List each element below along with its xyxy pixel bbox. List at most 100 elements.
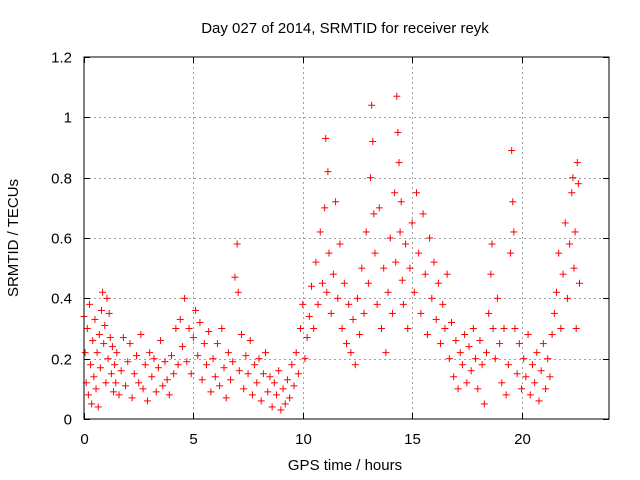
data-point	[242, 352, 250, 360]
data-point	[321, 204, 329, 212]
data-point	[146, 349, 154, 357]
data-point	[443, 270, 451, 278]
data-point	[566, 240, 574, 248]
x-tick-label: 0	[80, 431, 88, 448]
data-point	[143, 397, 151, 405]
data-point	[373, 300, 381, 308]
data-point	[119, 334, 127, 342]
data-point	[533, 349, 541, 357]
data-point	[85, 300, 93, 308]
data-point	[491, 355, 499, 363]
data-point	[487, 270, 495, 278]
data-point	[570, 264, 578, 272]
data-point	[508, 147, 516, 155]
data-point	[316, 228, 324, 236]
x-axis-label: GPS time / hours	[288, 457, 402, 474]
data-point	[526, 391, 534, 399]
data-point	[474, 385, 482, 393]
data-point	[110, 388, 118, 396]
data-point	[426, 234, 434, 242]
chart-title: Day 027 of 2014, SRMTID for receiver rey…	[201, 20, 489, 37]
data-point	[349, 315, 357, 323]
data-point	[575, 279, 583, 287]
data-point	[504, 361, 512, 369]
data-point	[437, 340, 445, 348]
data-point	[112, 379, 120, 387]
data-point	[194, 352, 202, 360]
data-point	[283, 376, 291, 384]
data-point	[392, 258, 400, 266]
data-point	[222, 394, 230, 402]
data-point	[87, 361, 95, 369]
data-point	[410, 288, 418, 296]
data-point	[493, 294, 501, 302]
data-point	[343, 340, 350, 348]
data-point	[371, 249, 379, 257]
data-point	[279, 385, 287, 393]
data-point	[312, 258, 320, 266]
data-point	[351, 361, 359, 369]
data-point	[170, 370, 178, 378]
data-point	[340, 279, 348, 287]
data-point	[563, 294, 571, 302]
data-point	[174, 361, 182, 369]
data-point	[189, 334, 197, 342]
data-point	[463, 379, 471, 387]
data-point	[445, 355, 453, 363]
data-point	[95, 331, 103, 339]
y-tick-label: 1.2	[51, 50, 72, 67]
data-point	[159, 382, 167, 390]
data-point	[176, 315, 184, 323]
data-point	[90, 373, 98, 381]
data-point	[456, 349, 464, 357]
data-point	[574, 180, 582, 188]
data-point	[301, 355, 309, 363]
data-point	[380, 264, 388, 272]
data-point	[404, 325, 412, 332]
data-point	[353, 294, 361, 302]
data-point	[183, 358, 191, 366]
data-point	[369, 137, 377, 145]
data-point	[573, 159, 581, 167]
y-tick-label: 0.8	[51, 171, 72, 188]
data-point	[396, 228, 404, 236]
data-point	[150, 355, 158, 363]
data-point	[569, 174, 577, 182]
data-point	[539, 340, 547, 348]
data-point	[509, 198, 517, 206]
data-point	[384, 288, 392, 296]
data-point	[356, 331, 364, 339]
data-point	[113, 349, 121, 357]
data-point	[329, 270, 337, 278]
data-point	[115, 391, 123, 399]
data-point	[152, 388, 160, 396]
y-tick-label: 0.6	[51, 231, 72, 248]
data-point	[277, 406, 285, 414]
data-point	[103, 294, 111, 302]
data-point	[513, 370, 521, 378]
data-point	[266, 373, 274, 381]
data-point	[458, 361, 466, 369]
data-point	[96, 364, 104, 372]
data-point	[510, 228, 518, 236]
data-point	[489, 325, 497, 332]
data-point	[398, 276, 406, 284]
data-point	[161, 358, 169, 366]
data-point	[178, 343, 186, 351]
data-point	[522, 373, 530, 381]
data-point	[117, 367, 125, 375]
data-point	[93, 349, 101, 357]
data-point	[244, 370, 252, 378]
data-point	[275, 367, 283, 375]
data-point	[209, 355, 217, 363]
data-point	[461, 331, 469, 339]
data-point	[393, 92, 401, 100]
data-point	[483, 349, 490, 357]
data-point	[81, 349, 89, 357]
data-point	[264, 388, 272, 396]
data-point	[187, 370, 195, 378]
data-point	[290, 382, 298, 390]
data-point	[378, 325, 385, 332]
data-point	[273, 391, 280, 399]
